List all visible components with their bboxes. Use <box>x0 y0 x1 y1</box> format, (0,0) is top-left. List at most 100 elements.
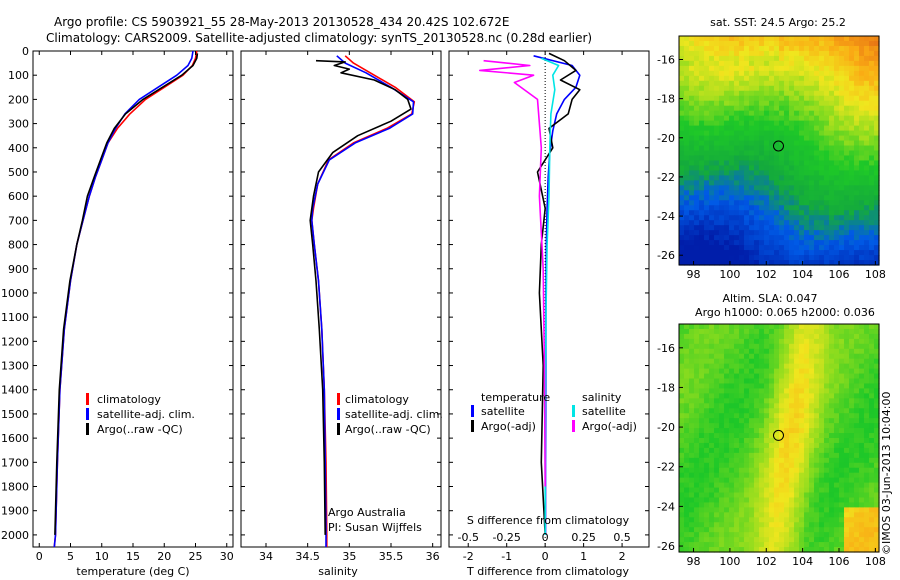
heatmap-cell <box>709 210 715 216</box>
heatmap-cell <box>699 398 705 404</box>
heatmap-cell <box>719 363 725 370</box>
heatmap-cell <box>854 408 860 414</box>
heatmap-cell <box>744 215 750 221</box>
heatmap-cell <box>774 65 780 72</box>
heatmap-cell <box>844 140 850 147</box>
heatmap-cell <box>714 353 720 360</box>
heatmap-cell <box>849 75 855 82</box>
heatmap-cell <box>864 373 870 380</box>
heatmap-cell <box>789 180 795 186</box>
heatmap-cell <box>729 190 735 196</box>
heatmap-cell <box>809 165 815 172</box>
heatmap-cell <box>789 537 795 543</box>
heatmap-cell <box>809 210 815 216</box>
heatmap-cell <box>774 180 780 186</box>
heatmap-cell <box>854 368 860 375</box>
heatmap-cell <box>874 527 880 533</box>
heatmap-cell <box>684 215 690 221</box>
heatmap-cell <box>764 180 770 186</box>
heatmap-cell <box>774 333 780 340</box>
heatmap-cell <box>724 472 730 479</box>
heatmap-cell <box>789 55 795 62</box>
heatmap-cell <box>794 447 800 454</box>
heatmap-cell <box>849 442 855 449</box>
y-tick-label: 1700 <box>1 456 29 469</box>
y-tick-label: 400 <box>8 142 29 155</box>
heatmap-cell <box>774 408 780 414</box>
heatmap-cell <box>874 423 880 429</box>
lon-tick-label: 108 <box>865 268 886 281</box>
heatmap-cell <box>874 517 880 523</box>
heatmap-cell <box>794 393 800 399</box>
heatmap-cell <box>734 363 740 370</box>
heatmap-cell <box>799 527 805 533</box>
heatmap-cell <box>874 358 880 365</box>
heatmap-cell <box>754 215 760 221</box>
heatmap-cell <box>679 80 685 87</box>
heatmap-cell <box>829 324 835 330</box>
heatmap-cell <box>729 250 735 256</box>
heatmap-cell <box>799 462 805 469</box>
heatmap-cell <box>829 328 835 335</box>
heatmap-cell <box>789 36 795 42</box>
heatmap-cell <box>814 220 820 226</box>
heatmap-cell <box>809 433 815 439</box>
heatmap-cell <box>689 512 695 518</box>
sla-map-title-1: Altim. SLA: 0.047 <box>722 292 817 305</box>
heatmap-cell <box>699 200 705 206</box>
heatmap-cell <box>869 190 875 196</box>
heatmap-cell <box>824 482 830 489</box>
heatmap-cell <box>739 55 745 62</box>
heatmap-cell <box>699 155 705 162</box>
heatmap-cell <box>759 185 765 191</box>
heatmap-cell <box>864 135 870 142</box>
heatmap-cell <box>774 135 780 142</box>
heatmap-cell <box>869 125 875 132</box>
heatmap-cell <box>839 140 845 147</box>
heatmap-cell <box>754 230 760 236</box>
heatmap-cell <box>839 135 845 142</box>
heatmap-cell <box>839 145 845 152</box>
heatmap-cell <box>769 170 775 176</box>
heatmap-cell <box>779 452 785 459</box>
heatmap-cell <box>789 492 795 499</box>
heatmap-cell <box>754 433 760 439</box>
heatmap-cell <box>714 220 720 226</box>
t-difference-label: T difference from climatology <box>466 565 629 578</box>
heatmap-cell <box>729 482 735 489</box>
heatmap-cell <box>799 477 805 484</box>
heatmap-cell <box>799 210 805 216</box>
heatmap-cell <box>869 447 875 454</box>
heatmap-cell <box>694 482 700 489</box>
heatmap-cell <box>689 393 695 399</box>
heatmap-cell <box>789 145 795 152</box>
heatmap-cell <box>869 438 875 444</box>
heatmap-cell <box>864 418 870 424</box>
heatmap-cell <box>764 343 770 350</box>
heatmap-cell <box>779 418 785 424</box>
heatmap-cell <box>769 343 775 350</box>
heatmap-cell <box>844 487 850 494</box>
heatmap-cell <box>829 110 835 117</box>
heatmap-cell <box>729 95 735 102</box>
heatmap-cell <box>874 507 880 513</box>
heatmap-cell <box>799 487 805 494</box>
heatmap-cell <box>799 388 805 394</box>
heatmap-cell <box>794 140 800 147</box>
heatmap-cell <box>814 205 820 211</box>
heatmap-cell <box>684 55 690 62</box>
heatmap-cell <box>689 398 695 404</box>
heatmap-cell <box>749 245 755 251</box>
heatmap-cell <box>729 408 735 414</box>
heatmap-cell <box>824 255 830 261</box>
heatmap-cell <box>699 260 705 266</box>
heatmap-cell <box>719 55 725 62</box>
heatmap-cell <box>699 324 705 330</box>
heatmap-cell <box>734 467 740 474</box>
heatmap-cell <box>724 125 730 132</box>
heatmap-cell <box>739 100 745 107</box>
heatmap-cell <box>824 240 830 246</box>
heatmap-cell <box>764 358 770 365</box>
heatmap-cell <box>799 353 805 360</box>
